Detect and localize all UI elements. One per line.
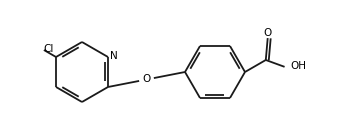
Text: OH: OH (290, 61, 306, 71)
Text: O: O (142, 75, 151, 84)
Text: O: O (264, 28, 272, 38)
Text: Cl: Cl (43, 44, 53, 54)
Text: N: N (110, 51, 117, 62)
